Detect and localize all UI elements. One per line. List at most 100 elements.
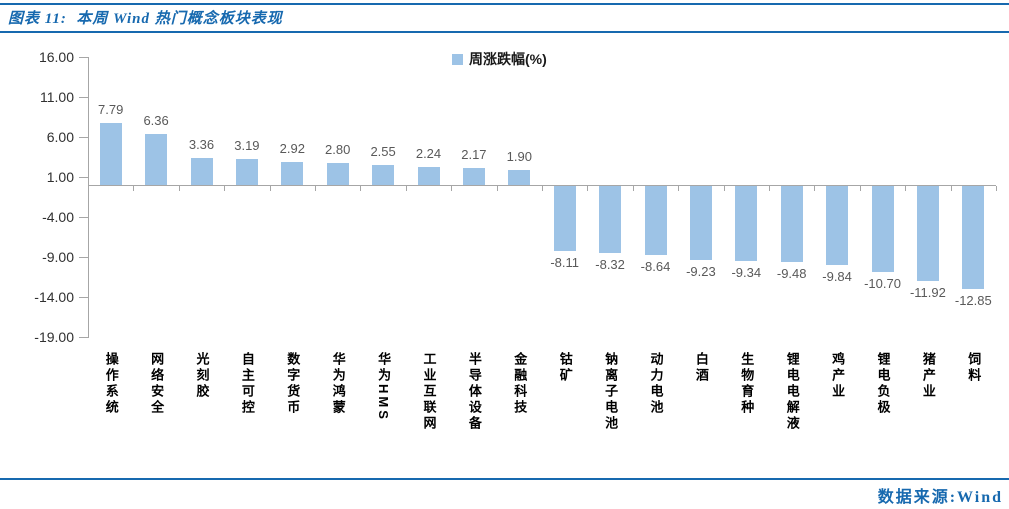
x-tick-mark [905,186,907,191]
bar-value-label: 3.36 [188,137,215,153]
y-tick-label: 1.00 [46,169,74,185]
bar [281,161,304,185]
y-tick-mark [79,97,88,98]
y-tick-mark [79,257,88,258]
bar [417,167,440,185]
x-tick-mark [405,186,407,191]
category-label: 饲料 [966,352,982,384]
x-tick-mark [950,186,952,191]
x-tick-mark [632,186,634,191]
bar [145,134,168,185]
bar-value-label: -9.23 [686,263,716,279]
category-label: 锂电负极 [875,352,891,416]
category-label: 钴矿 [557,352,573,384]
legend-swatch-icon [452,53,463,65]
x-tick-mark [996,186,997,191]
x-tick-mark [360,186,362,191]
bar-value-label: -9.48 [776,265,807,281]
bar-value-label: -10.70 [864,275,901,291]
y-tick-label: -4.00 [42,209,74,225]
bar [326,162,349,185]
x-tick-mark [133,186,135,191]
bar-value-label: 2.17 [461,146,487,162]
category-label: 华为鸿蒙 [330,352,346,416]
bar-value-label: 6.36 [143,113,169,129]
category-label: 猪产业 [920,352,936,400]
bar-value-label: 3.19 [234,138,260,154]
category-label: 数字货币 [285,352,301,416]
bar-value-label: 2.80 [325,141,351,157]
bar-value-label: -9.34 [731,264,762,280]
x-tick-mark [269,186,271,191]
x-tick-mark [178,186,180,191]
category-label: 金融科技 [512,352,528,416]
bar-value-label: 2.92 [279,140,305,156]
y-tick-mark [79,297,88,298]
title-rule [0,31,1009,33]
bar-value-label: 7.79 [98,101,124,117]
y-tick-mark [79,217,88,218]
y-tick-label: 6.00 [46,129,74,145]
bar [235,159,258,185]
bar [916,186,939,282]
x-tick-mark [315,186,316,191]
bar [99,122,122,185]
x-tick-mark [451,186,453,191]
top-rule [0,3,1009,5]
y-tick-label: 16.00 [38,49,74,65]
bar [599,186,622,253]
x-tick-mark [814,186,816,191]
category-label: 动力电池 [648,352,664,416]
x-tick-mark [859,186,861,191]
bar-value-label: 1.90 [506,148,532,164]
bar-value-label: -9.84 [822,268,852,284]
y-tick-mark [79,337,88,338]
y-tick-mark [79,177,88,178]
x-axis-zero-line [88,185,996,186]
y-tick-label: -14.00 [34,289,74,305]
y-tick-mark [79,137,88,138]
bar [190,158,213,185]
bar [689,186,712,260]
category-label: 生物育种 [739,352,755,416]
bar [780,186,803,262]
x-tick-mark [587,186,589,191]
bar-value-label: -8.32 [595,256,625,272]
bar [372,164,395,185]
category-label: 工业互联网 [421,352,437,432]
chart-title: 图表 11: 本周 Wind 热门概念板块表现 [8,11,283,27]
category-label: 自主可控 [239,352,255,416]
bar [508,169,531,185]
category-label: 白酒 [693,352,709,384]
footer-rule [0,478,1009,480]
bar-value-label: -8.11 [550,254,580,270]
bar [871,186,894,272]
y-tick-label: 11.00 [40,89,74,105]
category-label: 半导体设备 [466,352,482,432]
y-axis-line [88,57,89,338]
bar [644,186,667,256]
x-tick-mark [542,186,543,191]
bar-value-label: 2.55 [370,143,396,159]
legend-label: 周涨跌幅(%) [469,51,547,67]
x-tick-mark [723,186,725,191]
x-tick-mark [496,186,498,191]
y-tick-label: -9.00 [42,249,74,265]
category-label: 华为HMS [376,352,392,422]
category-label: 钠离子电池 [603,352,619,432]
bar [962,186,985,289]
bar-value-label: -8.64 [640,259,671,275]
y-tick-mark [79,57,88,58]
category-label: 鸡产业 [830,352,846,400]
data-source-label: 数据来源:Wind [877,489,1003,506]
category-label: 操作系统 [103,352,119,416]
bar-value-label: -11.92 [909,285,946,301]
bar-value-label: -12.85 [954,292,992,308]
chart-legend: 周涨跌幅(%) [452,49,547,69]
bar [735,186,758,261]
bar [462,167,485,185]
x-tick-mark [224,186,226,191]
category-label: 光刻胶 [194,352,210,400]
bar-value-label: 2.24 [415,146,442,162]
